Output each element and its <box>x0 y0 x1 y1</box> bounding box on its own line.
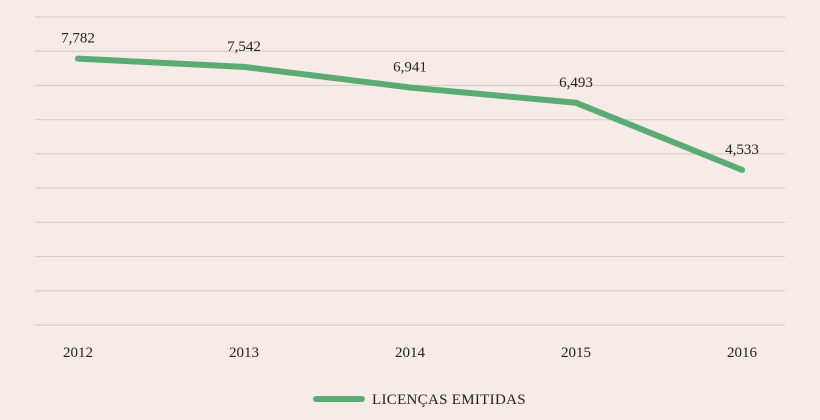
data-point <box>739 166 745 173</box>
x-tick-label: 2015 <box>561 345 591 361</box>
x-tick-label: 2014 <box>395 345 426 361</box>
legend-label: LICENÇAS EMITIDAS <box>372 392 526 408</box>
x-tick-label: 2012 <box>63 345 93 361</box>
data-label: 4,533 <box>725 142 759 158</box>
x-tick-label: 2016 <box>727 345 758 361</box>
data-point <box>75 55 81 62</box>
x-tick-label: 2013 <box>229 345 259 361</box>
data-label: 6,493 <box>559 75 593 91</box>
data-label: 7,542 <box>227 39 261 55</box>
data-label: 6,941 <box>393 59 427 75</box>
data-label: 7,782 <box>61 31 95 47</box>
data-point <box>241 63 247 70</box>
data-point <box>573 99 579 106</box>
data-point <box>407 84 413 91</box>
